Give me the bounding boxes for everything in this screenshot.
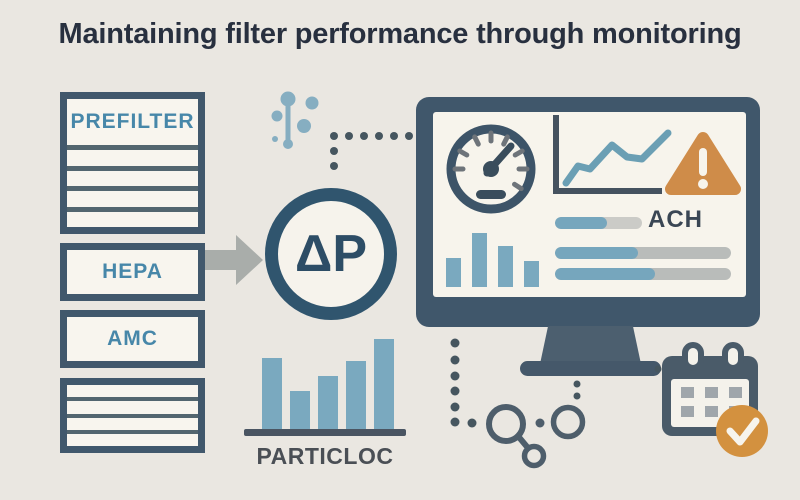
pbar [290,391,310,430]
progress-bar [555,247,731,259]
prefilter-label: PREFILTER [70,110,195,133]
page-title: Maintaining filter performance through m… [58,18,742,50]
mini-bar [498,246,513,287]
filter-slat [67,206,198,228]
check-circle-icon [716,405,768,457]
particle-chart-label: PARTICLOC [256,443,394,469]
mini-bar [472,233,487,287]
filter-slat [67,145,198,166]
particle-bar-chart [262,339,394,430]
mini-bar [524,261,539,287]
progress-fill [555,217,608,229]
amc-label: AMC [107,327,158,350]
pbar [374,339,394,430]
filter-slat [67,385,198,397]
progress-bar [555,268,731,280]
hepa-label: HEPA [102,260,163,283]
filter-slat [67,429,198,446]
calendar-day-cell [681,406,694,417]
pbar [346,361,366,430]
calendar-day-cell [705,406,718,417]
filter-slat [67,186,198,207]
particle-molecule-icon [271,91,319,149]
filter-slat [67,397,198,413]
particle-chart-baseline [244,429,406,436]
progress-fill [555,247,638,259]
progress-fill [555,268,656,280]
dotted-connector-left [450,338,477,428]
monitor-stand-base [520,361,661,376]
delta-p-sensor-circle: ΔP [265,188,397,320]
hepa-box: HEPA [60,243,205,301]
flow-arrow-icon [205,235,263,285]
mini-bar [446,258,461,287]
calendar-ring-icon [722,342,744,371]
prefilter-box: PREFILTER [60,92,205,234]
calendar-day-cell [729,387,742,398]
slatted-filter-box [60,378,205,453]
delta-p-label: ΔP [294,225,368,283]
dotted-connector-top [330,132,413,170]
inspection-rings-icon [486,404,586,469]
mini-bar-chart [446,233,539,287]
ach-label: ACH [648,206,703,233]
monitor-stand-neck [540,326,641,364]
pbar [318,376,338,430]
filter-slat [67,165,198,187]
amc-box: AMC [60,310,205,368]
pbar [262,358,282,430]
calendar-day-cell [705,387,718,398]
calendar-day-cell [681,387,694,398]
checkmark-glyph [726,417,760,446]
ach-progress-bar [555,217,642,229]
calendar-ring-icon [682,342,704,371]
filter-slat [67,413,198,430]
